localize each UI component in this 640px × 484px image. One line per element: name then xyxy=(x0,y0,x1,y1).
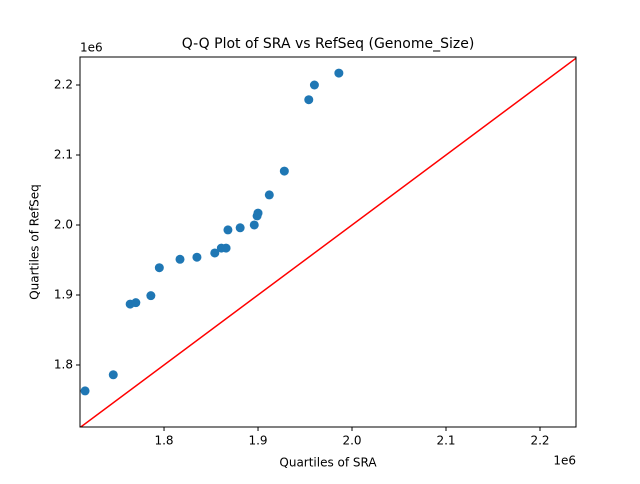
point xyxy=(334,68,344,78)
y-tick-label: 2.2 xyxy=(54,77,73,91)
point xyxy=(223,225,233,235)
point xyxy=(175,254,185,264)
point xyxy=(131,298,141,308)
point xyxy=(264,190,274,200)
point xyxy=(210,248,220,258)
point xyxy=(108,370,118,380)
x-tick-label: 1.9 xyxy=(248,434,267,448)
y-tick-label: 2.1 xyxy=(54,147,73,161)
point xyxy=(304,95,314,105)
x-tick-label: 2.1 xyxy=(436,434,455,448)
x-tick-label: 2.0 xyxy=(342,434,361,448)
point xyxy=(221,243,231,253)
point xyxy=(235,223,245,233)
point xyxy=(146,291,156,301)
point xyxy=(309,80,319,90)
point xyxy=(279,166,289,176)
x-offset-label: 1e6 xyxy=(553,454,576,468)
chart-title: Q-Q Plot of SRA vs RefSeq (Genome_Size) xyxy=(182,36,475,52)
y-tick-label: 1.8 xyxy=(54,357,73,371)
y-axis-label: Quartiles of RefSeq xyxy=(28,184,42,300)
x-axis-label: Quartiles of SRA xyxy=(279,456,377,470)
plot-frame xyxy=(79,56,577,428)
x-tick-label: 2.2 xyxy=(530,434,549,448)
reference-line xyxy=(80,57,576,427)
point xyxy=(192,252,202,262)
y-tick-label: 2.0 xyxy=(54,217,73,231)
point xyxy=(249,220,259,230)
point xyxy=(80,386,90,396)
y-offset-label: 1e6 xyxy=(80,41,103,55)
point xyxy=(253,208,263,218)
y-tick-label: 1.9 xyxy=(54,287,73,301)
point xyxy=(154,263,164,273)
x-tick-label: 1.8 xyxy=(154,434,173,448)
